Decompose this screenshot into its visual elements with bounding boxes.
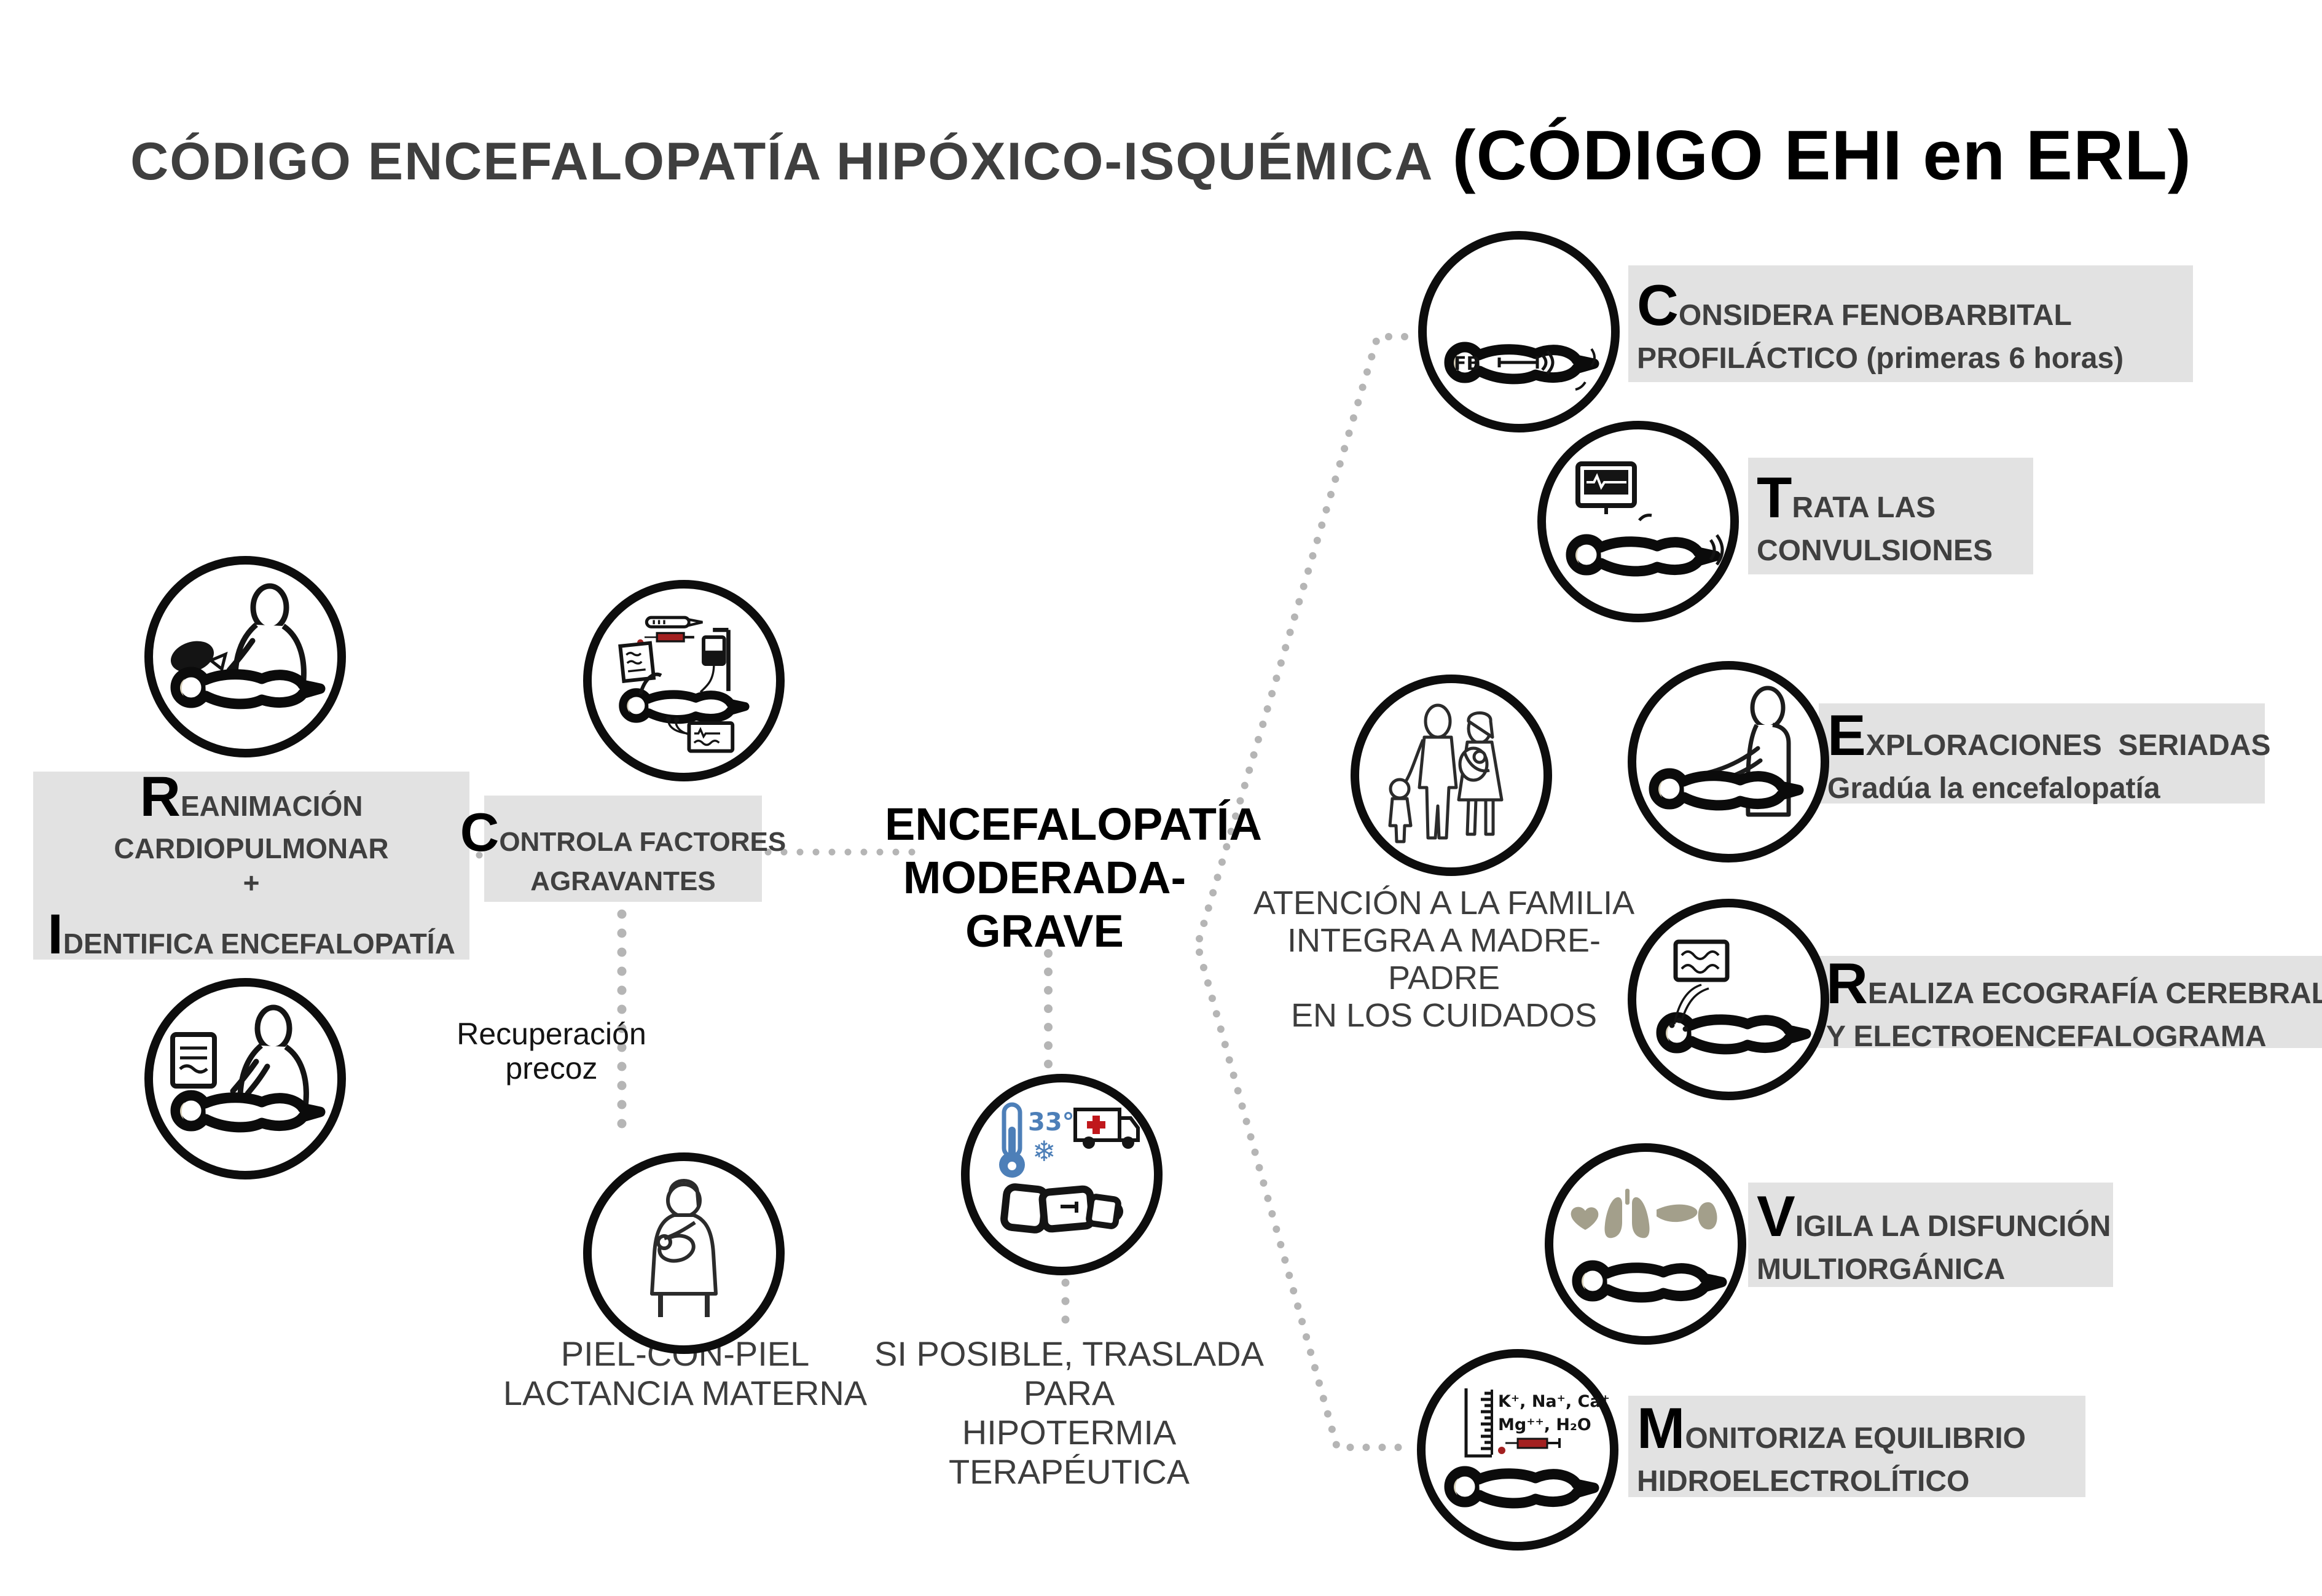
phenobarbital-circle: FB <box>1418 231 1620 432</box>
hypothermia-circle: 33°C ❄ <box>961 1074 1163 1275</box>
multiorgan-box: V IGILA LA DISFUNCIÓN MULTIORGÁNICA <box>1748 1183 2113 1287</box>
lung-left <box>1604 1197 1622 1238</box>
box-line: M ONITORIZA EQUILIBRIO <box>1637 1393 2026 1464</box>
enc-line3: GRAVE <box>965 906 1124 956</box>
blood-syringe-icon <box>1498 1438 1561 1454</box>
box-line: Gradúa la encefalopatía <box>1827 772 2160 805</box>
multiorgan-circle <box>1545 1143 1746 1345</box>
electrolyte-balance-box: M ONITORIZA EQUILIBRIO HIDROELECTROLÍTICO <box>1628 1393 2085 1498</box>
et-tube <box>638 672 662 695</box>
family-icon <box>1388 703 1504 843</box>
chart-icon <box>618 641 656 684</box>
box-line: R EALIZA ECOGRAFÍA CEREBRAL <box>1826 949 2322 1019</box>
box-line: I DENTIFICA ENCEFALOPATÍA <box>47 900 455 969</box>
eeg-monitor-icon <box>1673 939 1730 982</box>
exam-monitor-icon <box>170 1004 337 1171</box>
box-line: CONVULSIONES <box>1757 534 1993 568</box>
connector-branch-down <box>1196 949 1417 1451</box>
box-line: HIDROELECTROLÍTICO <box>1637 1465 1970 1498</box>
box-line: E XPLORACIONES SERIADAS <box>1827 700 2270 771</box>
clinician-exam-icon <box>1636 686 1821 817</box>
box-line: + <box>243 867 260 899</box>
control-factors-box: C ONTROLA FACTORES AGRAVANTES <box>460 796 786 902</box>
aggravating-factors-icon <box>618 616 776 753</box>
therapeutic-hypothermia-icon: 33°C ❄ <box>999 1102 1140 1234</box>
title-suffix: (CÓDIGO EHI en ERL) <box>1452 117 2192 195</box>
snowflake-icon: ❄ <box>1032 1135 1056 1168</box>
liver-shape <box>1657 1204 1698 1222</box>
serial-exams-circle <box>1628 661 1829 863</box>
seizures-circle <box>1537 421 1739 622</box>
iv-pole-icon <box>699 628 731 693</box>
hypothermia-transfer-label: SI POSIBLE, TRASLADA PARA HIPOTERMIA TER… <box>874 1334 1264 1491</box>
initial-letter: E <box>1827 702 1866 767</box>
identify-encephalopathy-circle <box>144 978 346 1179</box>
connector-branch-up <box>1196 333 1422 942</box>
kidney-shape <box>1698 1202 1717 1230</box>
initial-letter: R <box>139 765 181 828</box>
box-line: T RATA LAS <box>1757 463 1936 533</box>
rcp-identify-box: R EANIMACIÓN CARDIOPULMONAR + I DENTIFICA … <box>33 765 469 966</box>
box-line: PROFILÁCTICO (primeras 6 horas) <box>1637 342 2124 375</box>
initial-letter: C <box>1637 273 1679 338</box>
box-line: R EANIMACIÓN <box>140 762 363 831</box>
ions-line2: Mg⁺⁺, H₂O <box>1498 1415 1591 1434</box>
cpr-circle <box>144 556 346 757</box>
skin-to-skin-circle <box>583 1152 785 1354</box>
phenobarbital-box: C ONSIDERA FENOBARBITAL PROFILÁCTICO (pri… <box>1628 265 2193 382</box>
fb-injection-icon: FB <box>1427 240 1611 391</box>
box-line: C ONSIDERA FENOBARBITAL <box>1637 270 2072 341</box>
heart-shape <box>1571 1207 1599 1230</box>
box-line: C ONTROLA FACTORES <box>460 799 786 865</box>
syringe-icon <box>1497 350 1555 375</box>
initial-letter: M <box>1637 1395 1685 1460</box>
initial-letter: C <box>460 801 500 863</box>
family-attention-label: ATENCIÓN A LA FAMILIA INTEGRA A MADRE-PA… <box>1253 885 1635 1034</box>
ambulance-icon <box>1073 1108 1140 1149</box>
early-recovery-note: Recuperación precoz <box>457 1017 646 1086</box>
eeg-circle <box>1628 899 1829 1100</box>
encephalopathy-label: ENCEFALOPATÍA MODERADA- GRAVE <box>885 797 1262 958</box>
initial-letter: T <box>1757 465 1792 530</box>
organs-icon <box>1571 1189 1738 1336</box>
motion-marks <box>1575 348 1596 391</box>
box-line: MULTIORGÁNICA <box>1757 1253 2006 1286</box>
box-line: CARDIOPULMONAR <box>114 832 389 864</box>
ions-line1: K⁺, Na⁺, Ca⁺⁺ <box>1498 1392 1610 1411</box>
seizure-monitor-icon <box>1546 461 1724 614</box>
mother-baby-icon <box>650 1179 718 1317</box>
box-line: Y ELECTROENCEFALOGRAMA <box>1826 1020 2267 1054</box>
enc-line1: ENCEFALOPATÍA <box>885 799 1262 850</box>
cpr-icon <box>153 583 337 749</box>
eeg-icon <box>1636 939 1821 1092</box>
enc-line2: MODERADA- <box>903 852 1186 903</box>
thermometer-icon <box>999 1102 1025 1178</box>
fb-label: FB <box>1454 353 1480 375</box>
control-factors-circle <box>583 580 785 781</box>
box-line: V IGILA LA DISFUNCIÓN <box>1757 1181 2111 1252</box>
electrodes <box>1669 984 1709 1032</box>
lung-right <box>1632 1197 1650 1238</box>
family-circle <box>1351 675 1552 876</box>
measuring-cylinder-icon <box>1464 1388 1493 1458</box>
title-main: CÓDIGO ENCEFALOPATÍA HIPÓXICO-ISQUÉMICA <box>130 132 1434 191</box>
shake-marks <box>1638 514 1724 566</box>
monitor-icon <box>687 721 735 753</box>
electrolytes-icon: K⁺, Na⁺, Ca⁺⁺ Mg⁺⁺, H₂O <box>1426 1388 1610 1542</box>
initial-letter: R <box>1826 951 1868 1016</box>
monitor-icon <box>1575 461 1637 514</box>
initial-letter: V <box>1757 1184 1795 1249</box>
ultrasound-eeg-box: R EALIZA ECOGRAFÍA CEREBRAL Y ELECTROENCE… <box>1818 951 2322 1053</box>
box-line: AGRAVANTES <box>530 866 716 897</box>
electrolytes-circle: K⁺, Na⁺, Ca⁺⁺ Mg⁺⁺, H₂O <box>1417 1349 1618 1551</box>
initial-letter: I <box>47 903 63 966</box>
seizures-box: T RATA LAS CONVULSIONES <box>1748 458 2033 574</box>
serial-exams-box: E XPLORACIONES SERIADAS Gradúa la encefal… <box>1819 703 2270 805</box>
page-title: CÓDIGO ENCEFALOPATÍA HIPÓXICO-ISQUÉMICA … <box>0 115 2322 196</box>
cooling-wrap-icon <box>1000 1183 1123 1234</box>
